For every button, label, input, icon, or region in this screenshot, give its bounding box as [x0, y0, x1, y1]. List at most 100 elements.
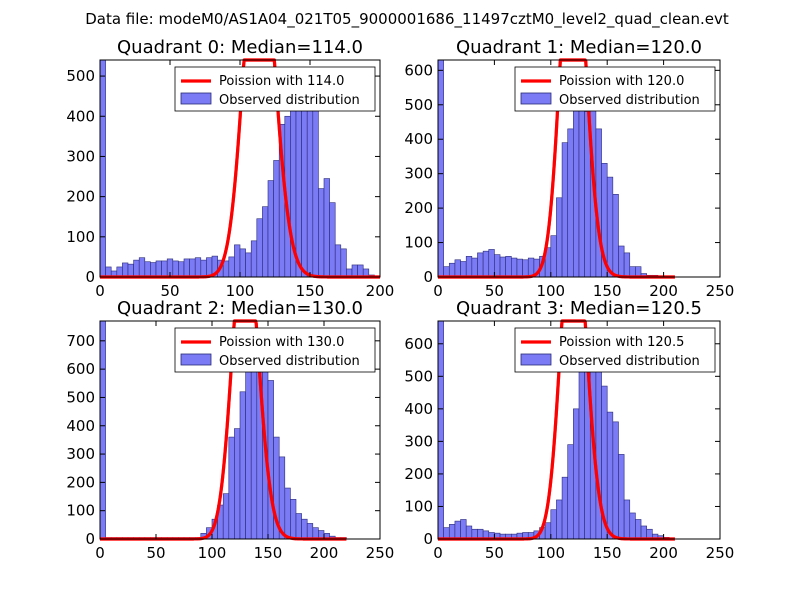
histogram-bar — [318, 188, 325, 278]
histogram-bar — [183, 258, 190, 278]
histogram-bar — [234, 428, 241, 540]
x-tick-label: 0 — [95, 282, 105, 300]
histogram-bar — [222, 493, 230, 540]
histogram-bar — [295, 513, 302, 540]
legend-curve-label: Poission with 130.0 — [219, 335, 344, 350]
histogram-bar — [516, 258, 523, 278]
histogram-bar — [234, 244, 241, 278]
x-tick-label: 100 — [536, 544, 565, 562]
y-tick-label: 0 — [423, 530, 433, 548]
histogram-bar — [250, 240, 258, 278]
histogram-bar — [301, 87, 308, 278]
histogram-bar — [273, 160, 280, 278]
x-tick-label: 100 — [226, 282, 255, 300]
y-tick-label: 500 — [404, 367, 433, 385]
y-tick-label: 200 — [66, 188, 95, 206]
y-tick-label: 0 — [423, 268, 433, 286]
x-tick-label: 200 — [649, 282, 678, 300]
histogram-bar — [606, 411, 614, 540]
histogram-bar — [437, 59, 444, 278]
histogram-bar — [618, 245, 625, 278]
histogram-bar — [267, 180, 274, 278]
histogram-bar — [612, 194, 619, 278]
quadrant-3-title: Quadrant 3: Median=120.5 — [456, 298, 702, 319]
histogram-bar — [448, 524, 456, 540]
histogram-bar — [561, 142, 569, 278]
histogram-bar — [477, 252, 484, 278]
histogram-bar — [623, 499, 631, 540]
histogram-bar — [460, 519, 467, 540]
histogram-bar — [323, 178, 330, 278]
quadrant-1-title: Quadrant 1: Median=120.0 — [456, 37, 702, 58]
histogram-bar — [471, 257, 478, 278]
y-tick-label: 500 — [404, 96, 433, 114]
histogram-bar — [239, 391, 246, 540]
histogram-bar — [122, 262, 129, 278]
x-tick-label: 100 — [536, 282, 565, 300]
x-tick-label: 150 — [593, 282, 622, 300]
legend-curve-label: Poission with 120.5 — [559, 335, 684, 350]
legend: Poission with 130.0 Observed distribution — [174, 327, 376, 373]
x-tick-label: 150 — [593, 544, 622, 562]
y-tick-label: 0 — [85, 530, 95, 548]
histogram-bar — [567, 444, 574, 540]
histogram-bar — [312, 527, 319, 540]
x-tick-label: 200 — [310, 544, 339, 562]
histogram-bar — [612, 421, 619, 540]
x-tick-label: 0 — [433, 544, 443, 562]
histogram-bar — [573, 408, 580, 540]
histogram-bar — [351, 264, 358, 278]
x-tick-label: 200 — [649, 544, 678, 562]
quadrant-0-panel: Quadrant 0: Median=114.0 0 50 100 150 200 0 100… — [66, 37, 394, 300]
y-tick-label: 100 — [66, 502, 95, 520]
histogram-bar — [629, 512, 636, 540]
histogram-bar — [178, 261, 185, 278]
y-tick-label: 400 — [66, 107, 95, 125]
histogram-bar — [494, 254, 501, 278]
x-tick-label: 50 — [146, 544, 165, 562]
y-tick-label: 100 — [404, 497, 433, 515]
histogram-bar — [194, 257, 202, 278]
x-tick-label: 150 — [254, 544, 283, 562]
histogram-bar — [290, 499, 297, 540]
histogram-bar — [334, 244, 342, 278]
y-tick-label: 0 — [85, 268, 95, 286]
histogram-bar — [262, 206, 269, 278]
x-tick-label: 200 — [366, 282, 395, 300]
x-tick-label: 150 — [296, 282, 325, 300]
x-tick-label: 100 — [198, 544, 227, 562]
histogram-bar — [567, 128, 574, 278]
histogram-bars — [99, 59, 375, 278]
y-tick-label: 200 — [404, 465, 433, 483]
legend-bar-swatch — [180, 92, 212, 105]
legend-bar-label: Observed distribution — [559, 93, 700, 108]
histogram-bar — [606, 176, 614, 278]
histogram-bar — [144, 261, 151, 278]
legend-bar-swatch — [180, 353, 212, 366]
x-tick-label: 50 — [485, 282, 504, 300]
legend-bar-label: Observed distribution — [219, 354, 360, 369]
histogram-bar — [556, 499, 563, 540]
histogram-bar — [222, 260, 230, 278]
y-tick-label: 200 — [404, 199, 433, 217]
histogram-bar — [200, 259, 207, 278]
legend: Poission with 120.0 Observed distribution — [514, 66, 716, 112]
histogram-bar — [488, 249, 495, 278]
histogram-bar — [522, 259, 529, 278]
histogram-bar — [505, 256, 512, 278]
histogram-bar — [133, 259, 140, 278]
x-tick-label: 250 — [366, 544, 395, 562]
histogram-bar — [228, 436, 235, 540]
x-tick-label: 50 — [485, 544, 504, 562]
histogram-bar — [544, 522, 552, 540]
histogram-bar — [155, 260, 162, 278]
y-tick-label: 300 — [404, 432, 433, 450]
x-tick-label: 0 — [95, 544, 105, 562]
histogram-bar — [578, 97, 585, 278]
histogram-bar — [623, 252, 631, 278]
y-tick-label: 600 — [404, 335, 433, 353]
histogram-bar — [301, 518, 308, 540]
histogram-bar — [482, 250, 490, 278]
histogram-bar — [329, 202, 336, 278]
quadrant-2-title: Quadrant 2: Median=130.0 — [117, 298, 363, 319]
